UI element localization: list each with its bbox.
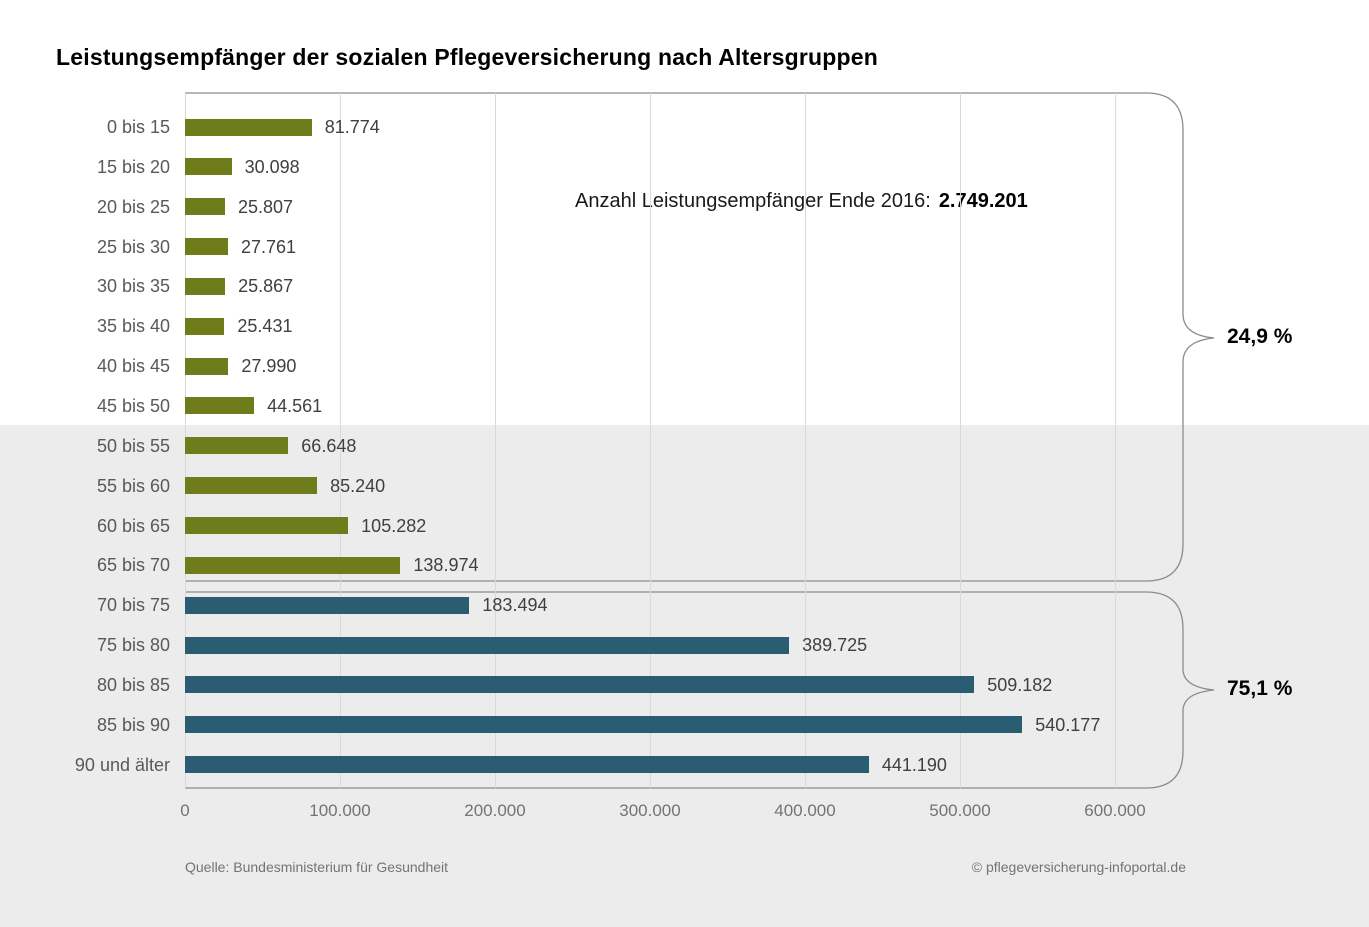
value-label: 44.561: [267, 395, 323, 416]
value-label: 85.240: [330, 475, 386, 496]
x-axis-tick-label: 400.000: [774, 801, 836, 820]
bar-40-bis-45: [185, 357, 229, 375]
value-label: 389.725: [802, 635, 868, 656]
x-axis-tick-label: 600.000: [1084, 801, 1146, 820]
x-axis-tick-label: 300.000: [619, 801, 681, 820]
category-label: 0 bis 15: [106, 117, 170, 137]
x-axis-tick-label: 200.000: [464, 801, 526, 820]
gridline-x-600.000: [1115, 93, 1116, 788]
category-label: 45 bis 50: [96, 395, 170, 416]
value-label: 27.990: [241, 356, 297, 377]
value-label: 183.494: [482, 595, 548, 616]
category-label: 75 bis 80: [96, 635, 170, 656]
bar-0-bis-15: [185, 118, 312, 136]
gridline-x-100.000: [340, 93, 341, 788]
value-label: 540.177: [1035, 714, 1101, 735]
bar-50-bis-55: [185, 437, 289, 455]
value-label: 509.182: [987, 674, 1053, 695]
value-label: 81.774: [324, 117, 380, 137]
value-label: 25.807: [238, 196, 294, 217]
x-axis-tick-label: 500.000: [929, 801, 991, 820]
total-annotation-value: 2.749.201: [938, 190, 1028, 212]
percent-label-over-70: 75,1 %: [1227, 677, 1293, 700]
gridline-x-500.000: [960, 93, 961, 788]
category-label: 60 bis 65: [96, 515, 170, 536]
bar-30-bis-35: [185, 277, 226, 295]
value-label: 27.761: [241, 236, 297, 257]
value-label: 30.098: [244, 156, 300, 177]
category-label: 55 bis 60: [96, 475, 170, 496]
bar-20-bis-25: [185, 198, 225, 216]
gridline-x-200.000: [495, 93, 496, 788]
bar-75-bis-80: [185, 636, 790, 654]
value-label: 66.648: [301, 435, 357, 456]
category-label: 85 bis 90: [96, 714, 170, 735]
category-label: 20 bis 25: [96, 196, 170, 217]
chart-title: Leistungsempfänger der sozialen Pflegeve…: [56, 44, 878, 70]
source-credit: Quelle: Bundesministerium für Gesundheit: [185, 859, 449, 875]
x-axis-tick-label: 100.000: [309, 801, 371, 820]
bar-85-bis-90: [185, 716, 1023, 734]
bar-80-bis-85: [185, 676, 975, 694]
category-label: 90 und älter: [74, 754, 170, 775]
total-annotation-label: Anzahl Leistungsempfänger Ende 2016:: [575, 190, 931, 212]
bar-60-bis-65: [185, 517, 349, 534]
gridline-x-400.000: [805, 93, 806, 788]
x-axis-tick-label: 0: [180, 801, 190, 820]
total-annotation: Anzahl Leistungsempfänger Ende 2016: 2.74…: [575, 190, 1028, 213]
value-label: 441.190: [881, 754, 947, 775]
category-label: 25 bis 30: [96, 236, 170, 257]
category-label: 35 bis 40: [96, 316, 170, 337]
category-label: 70 bis 75: [96, 595, 170, 616]
percent-label-under-70: 24,9 %: [1227, 325, 1293, 348]
category-label: 30 bis 35: [96, 276, 170, 297]
bar-70-bis-75: [185, 596, 470, 614]
bar-55-bis-60: [185, 477, 318, 495]
bar-45-bis-50: [185, 397, 255, 415]
category-label: 15 bis 20: [96, 156, 170, 177]
value-label: 105.282: [361, 515, 427, 536]
bar-15-bis-20: [185, 158, 232, 176]
bar-35-bis-40: [185, 317, 225, 335]
value-label: 138.974: [413, 555, 479, 576]
bar-90-und-älter: [185, 756, 869, 774]
bar-25-bis-30: [185, 238, 229, 256]
category-label: 50 bis 55: [96, 435, 170, 456]
bar-65-bis-70: [185, 556, 401, 574]
gridline-x-300.000: [650, 93, 651, 788]
category-label: 80 bis 85: [96, 674, 170, 695]
value-label: 25.431: [237, 316, 293, 337]
copyright-credit: © pflegeversicherung-infoportal.de: [971, 859, 1186, 875]
category-label: 40 bis 45: [96, 356, 170, 377]
value-label: 25.867: [238, 276, 294, 297]
category-label: 65 bis 70: [96, 555, 170, 576]
